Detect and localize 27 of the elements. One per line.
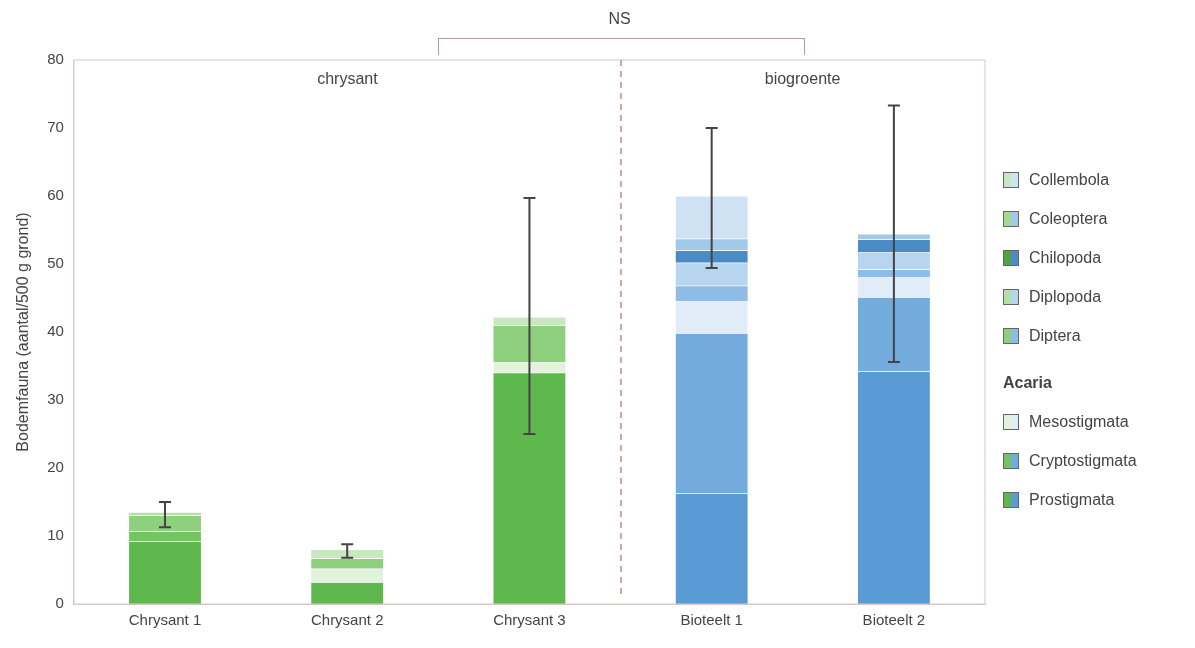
x-tick-label: Chrysant 1 (128, 611, 202, 629)
y-tick-label: 50 (47, 254, 64, 272)
annotation: chrysant (317, 70, 378, 88)
legend-label: Mesostigmata (1029, 412, 1129, 431)
legend-label: Coleoptera (1029, 209, 1108, 228)
y-tick-label: 10 (47, 526, 64, 544)
legend-label: Collembola (1029, 170, 1110, 189)
text: Acaria (1003, 372, 1053, 393)
y-tick-label: 0 (55, 594, 64, 612)
y-tick-label: 20 (47, 458, 64, 476)
x-tick-label: Chrysant 3 (493, 611, 566, 629)
legend-label: Diptera (1029, 326, 1081, 345)
legend-label: Chilopoda (1029, 248, 1102, 267)
x-tick-label: Chrysant 2 (310, 611, 384, 629)
y-tick-label: 70 (47, 118, 64, 136)
y-axis-title: Bodemfauna (aantal/500 g grond) (14, 212, 32, 452)
y-tick-label: 30 (47, 390, 64, 408)
legend-label: Diplopoda (1029, 287, 1102, 306)
legend-label: Cryptostigmata (1029, 451, 1137, 470)
x-tick-label: Bioteelt 2 (862, 611, 926, 629)
y-tick-label: 80 (47, 50, 64, 68)
annotation: biogroente (764, 70, 841, 88)
x-tick-label: Bioteelt 1 (680, 611, 743, 629)
legend-label: Prostigmata (1029, 490, 1115, 509)
y-tick-label: 40 (47, 322, 64, 340)
text: NS (608, 10, 631, 28)
y-tick-label: 60 (47, 186, 64, 204)
